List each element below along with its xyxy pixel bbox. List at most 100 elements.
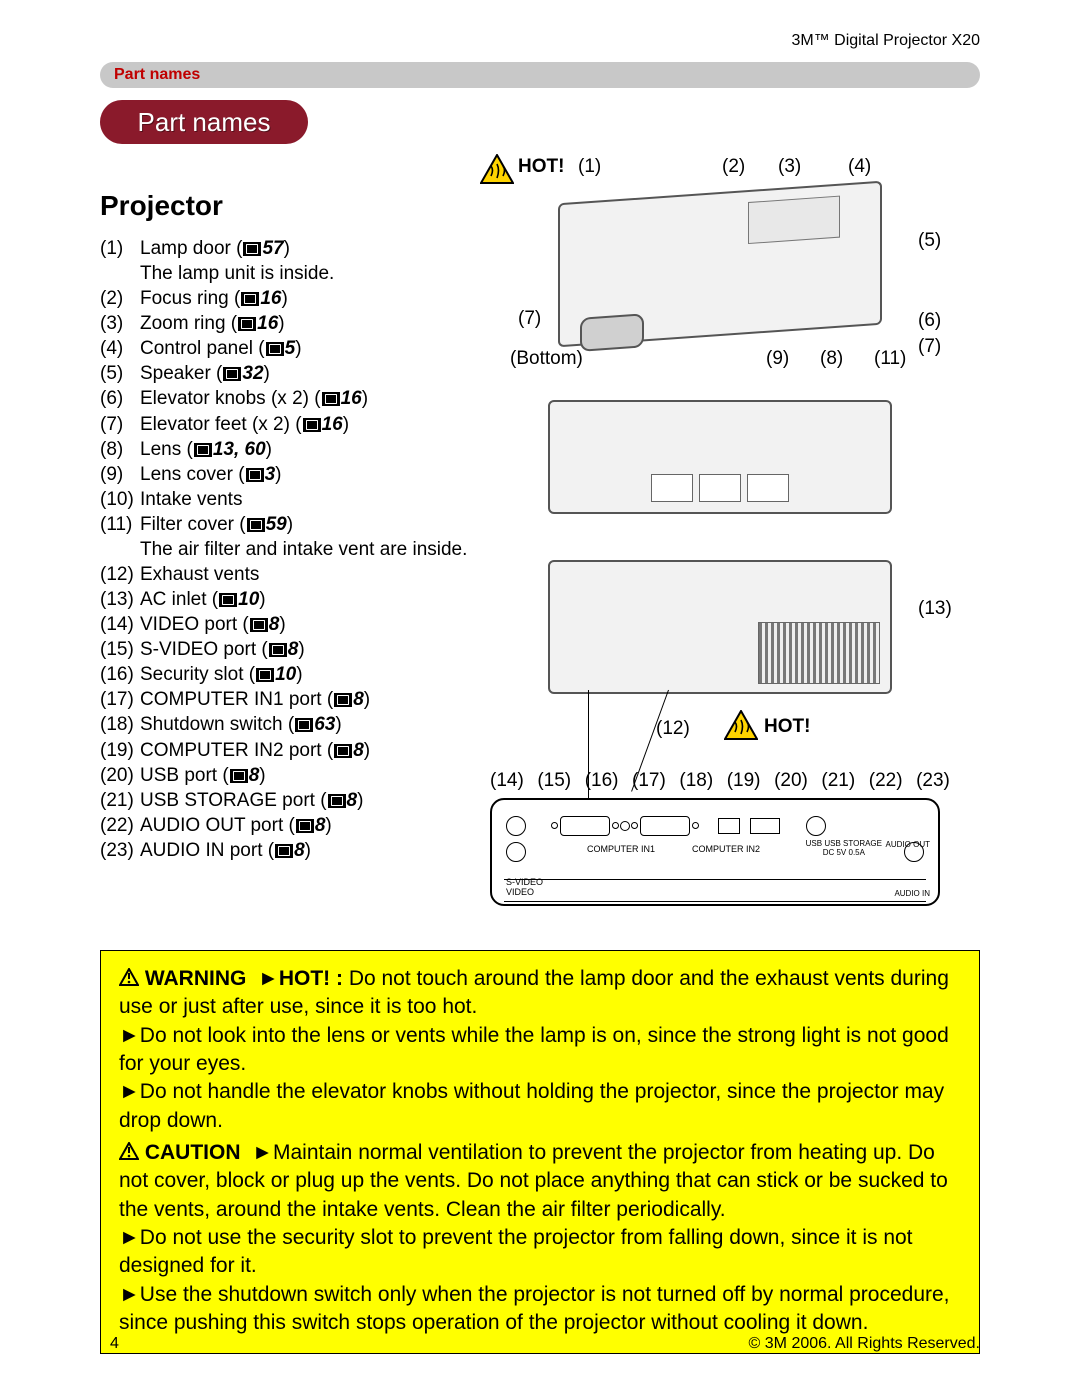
projector-diagram: HOT! (1) (2) (3) (4) (5) (6) (7) (7) (8)… [478,150,958,930]
callout-9: (9) [766,348,789,370]
port-svideo [506,816,526,836]
part-row: (12) Exhaust vents [100,562,470,587]
port-label-aout: AUDIO OUT [886,840,930,849]
part-row: (16) Security slot (10) [100,662,470,687]
ports-panel: S-VIDEO VIDEO COMPUTER IN1 COMPUTER IN2 … [490,798,940,906]
book-icon [303,418,321,432]
projector-rear-view [548,560,892,694]
part-row: (5) Speaker (32) [100,361,470,386]
book-icon [275,844,293,858]
port-computer-in1 [560,816,610,836]
callout-11: (11) [874,348,906,370]
callout-6: (6) [918,310,941,332]
warning-line2: Do not look into the lens or vents while… [119,1024,949,1075]
part-row: (6) Elevator knobs (x 2) (16) [100,386,470,411]
section-title: Projector [100,190,470,222]
part-row: (20) USB port (8) [100,763,470,788]
part-sub: The air filter and intake vent are insid… [100,537,470,562]
callout-5: (5) [918,230,941,252]
part-row: (14) VIDEO port (8) [100,612,470,637]
book-icon [269,643,287,657]
book-icon [241,292,259,306]
part-row: (10) Intake vents [100,487,470,512]
breadcrumb: Part names [100,62,980,88]
port-usb-storage [750,818,780,834]
callout-8: (8) [820,348,843,370]
port-shutdown [620,821,630,831]
part-row: (21) USB STORAGE port (8) [100,788,470,813]
caution-icon [119,1142,139,1160]
part-row: (2) Focus ring (16) [100,286,470,311]
callout-3: (3) [778,156,801,178]
book-icon [328,794,346,808]
part-row: (3) Zoom ring (16) [100,311,470,336]
part-row: (4) Control panel (5) [100,336,470,361]
warning-line3: Do not handle the elevator knobs without… [119,1080,944,1131]
book-icon [194,443,212,457]
projector-bottom-view [548,400,892,514]
part-row: (13) AC inlet (10) [100,587,470,612]
parts-list: (1) Lamp door (57)The lamp unit is insid… [100,236,470,863]
warning-icon [119,968,139,986]
callout-4: (4) [848,156,871,178]
port-computer-in2 [640,816,690,836]
part-row: (11) Filter cover (59) [100,512,470,537]
port-audio-out [806,816,826,836]
part-row: (23) AUDIO IN port (8) [100,838,470,863]
book-icon [223,367,241,381]
bottom-label: (Bottom) [510,348,583,370]
section-pill-text: Part names [138,107,271,138]
caution-line3: Use the shutdown switch only when the pr… [119,1283,950,1334]
book-icon [322,392,340,406]
book-icon [334,744,352,758]
hot-label-bottom: HOT! [764,716,810,738]
port-usb [718,818,740,834]
port-label-cin1: COMPUTER IN1 [587,844,655,854]
caution-label: CAUTION [145,1141,241,1164]
part-row: (15) S-VIDEO port (8) [100,637,470,662]
callout-1: (1) [578,156,601,178]
book-icon [256,668,274,682]
book-icon [247,518,265,532]
part-row: (22) AUDIO OUT port (8) [100,813,470,838]
port-video [506,842,526,862]
callout-13: (13) [918,598,952,620]
caution-line1: Maintain normal ventilation to prevent t… [119,1141,948,1221]
port-label-cin2: COMPUTER IN2 [692,844,760,854]
book-icon [238,317,256,331]
port-label-left: S-VIDEO VIDEO [506,878,543,898]
footer: 4 © 3M 2006. All Rights Reserved. [110,1335,980,1353]
book-icon [219,593,237,607]
part-row: (18) Shutdown switch (63) [100,712,470,737]
callout-12: (12) [656,718,690,740]
book-icon [250,618,268,632]
section-pill: Part names [100,100,308,144]
warning-box: WARNING ►HOT! : Do not touch around the … [100,950,980,1354]
port-number-row: (14) (15) (16) (17) (18) (19) (20) (21) … [490,770,950,792]
warning-hot: HOT! : [279,967,343,990]
projector-top-view [558,181,882,348]
book-icon [334,693,352,707]
part-row: (8) Lens (13, 60) [100,437,470,462]
book-icon [295,718,313,732]
part-sub: The lamp unit is inside. [100,261,470,286]
part-row: (9) Lens cover (3) [100,462,470,487]
hot-icon [480,154,514,184]
page-number: 4 [110,1335,119,1353]
hot-label-top: HOT! [518,156,564,178]
callout-2: (2) [722,156,745,178]
hot-icon-2 [724,710,758,740]
book-icon [246,468,264,482]
product-label: 3M™ Digital Projector X20 [791,32,980,50]
breadcrumb-text: Part names [114,66,200,84]
book-icon [230,769,248,783]
callout-7b: (7) [518,308,541,330]
part-row: (1) Lamp door (57) [100,236,470,261]
part-row: (17) COMPUTER IN1 port (8) [100,687,470,712]
port-label-ain: AUDIO IN [894,889,930,898]
part-row: (19) COMPUTER IN2 port (8) [100,738,470,763]
part-row: (7) Elevator feet (x 2) (16) [100,412,470,437]
book-icon [266,342,284,356]
book-icon [243,242,261,256]
caution-line2: Do not use the security slot to prevent … [119,1226,913,1277]
